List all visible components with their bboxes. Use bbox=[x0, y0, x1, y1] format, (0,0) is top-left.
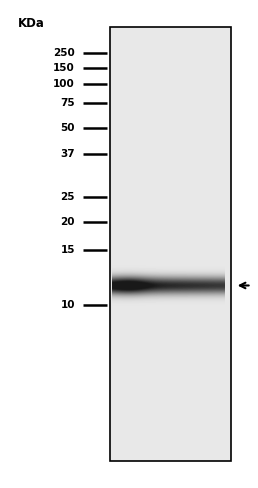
Bar bbox=[110, 27, 231, 461]
Text: 37: 37 bbox=[60, 149, 75, 159]
Text: 150: 150 bbox=[53, 63, 75, 73]
Text: 50: 50 bbox=[60, 123, 75, 133]
Text: 25: 25 bbox=[60, 192, 75, 202]
Text: KDa: KDa bbox=[18, 17, 45, 30]
Text: 100: 100 bbox=[53, 80, 75, 89]
Text: 75: 75 bbox=[60, 99, 75, 108]
Text: 20: 20 bbox=[60, 217, 75, 226]
Text: 250: 250 bbox=[53, 48, 75, 58]
Text: 15: 15 bbox=[60, 245, 75, 255]
Text: 10: 10 bbox=[60, 300, 75, 310]
